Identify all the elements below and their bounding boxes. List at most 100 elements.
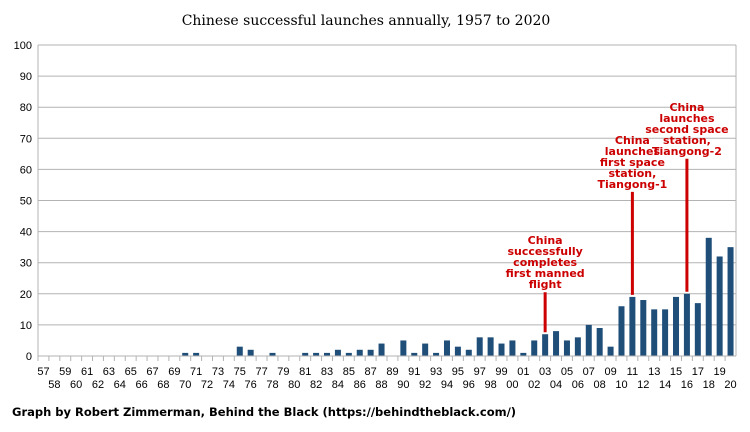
x-tick-label: 12 xyxy=(637,379,649,391)
annotation-text: Tiangong-1 xyxy=(597,178,667,191)
bar-95 xyxy=(454,346,461,356)
bar-71 xyxy=(193,352,200,356)
y-tick-label: 60 xyxy=(20,164,32,176)
x-tick-label: 19 xyxy=(714,366,726,378)
bar-75 xyxy=(236,346,243,356)
x-tick-label: 02 xyxy=(528,379,540,391)
bar-76 xyxy=(247,349,254,356)
chart-credit: Graph by Robert Zimmerman, Behind the Bl… xyxy=(12,405,517,419)
bar-98 xyxy=(487,337,494,356)
annotation-text: station, xyxy=(608,167,656,180)
bar-17 xyxy=(694,303,701,356)
x-tick-label: 09 xyxy=(604,366,616,378)
bar-11 xyxy=(629,296,636,356)
x-tick-label: 16 xyxy=(681,379,693,391)
bar-87 xyxy=(367,349,374,356)
x-tick-label: 06 xyxy=(572,379,584,391)
x-tick-label: 03 xyxy=(539,366,551,378)
x-tick-label: 91 xyxy=(408,366,420,378)
x-tick-label: 97 xyxy=(474,366,486,378)
x-tick-label: 76 xyxy=(245,379,257,391)
x-tick-label: 83 xyxy=(321,366,333,378)
x-tick-label: 94 xyxy=(441,379,453,391)
x-tick-label: 86 xyxy=(354,379,366,391)
x-tick-label: 65 xyxy=(125,366,137,378)
bar-09 xyxy=(607,346,614,356)
y-tick-label: 20 xyxy=(20,289,32,301)
x-tick-label: 77 xyxy=(255,366,267,378)
x-tick-label: 96 xyxy=(463,379,475,391)
bar-81 xyxy=(302,352,309,356)
bar-07 xyxy=(585,324,592,356)
x-tick-label: 70 xyxy=(179,379,191,391)
bar-12 xyxy=(640,300,647,356)
x-tick-label: 08 xyxy=(594,379,606,391)
y-tick-label: 80 xyxy=(20,102,32,114)
x-tick-label: 67 xyxy=(146,366,158,378)
x-tick-label: 17 xyxy=(692,366,704,378)
x-tick-label: 92 xyxy=(419,379,431,391)
grid-lines xyxy=(37,44,737,357)
x-axis: 5758596061626364656667686970717273747576… xyxy=(37,355,737,391)
annotation-text: launches xyxy=(605,145,661,158)
x-tick-label: 85 xyxy=(343,366,355,378)
bar-06 xyxy=(574,337,581,356)
y-tick-label: 0 xyxy=(26,351,32,363)
x-tick-label: 78 xyxy=(266,379,278,391)
x-tick-label: 93 xyxy=(430,366,442,378)
bar-97 xyxy=(476,337,483,356)
annotation-text: China xyxy=(669,101,704,114)
x-tick-label: 87 xyxy=(365,366,377,378)
x-tick-label: 05 xyxy=(561,366,573,378)
x-tick-label: 57 xyxy=(37,366,49,378)
x-tick-label: 98 xyxy=(484,379,496,391)
bar-86 xyxy=(356,349,363,356)
annotation-text: launches xyxy=(659,112,715,125)
chart-title: Chinese successful launches annually, 19… xyxy=(182,13,551,29)
bar-01 xyxy=(520,352,527,356)
bar-90 xyxy=(400,340,407,356)
x-tick-label: 69 xyxy=(168,366,180,378)
annotation-text: completes xyxy=(513,256,577,269)
y-tick-label: 30 xyxy=(20,258,32,270)
bar-82 xyxy=(313,352,320,356)
x-tick-label: 99 xyxy=(495,366,507,378)
x-tick-label: 61 xyxy=(81,366,93,378)
bar-00 xyxy=(509,340,516,356)
y-axis: 0 10 20 30 40 50 60 70 80 90 100 xyxy=(14,40,32,363)
x-tick-label: 73 xyxy=(212,366,224,378)
bar-04 xyxy=(553,331,560,356)
x-tick-label: 80 xyxy=(288,379,300,391)
x-tick-label: 10 xyxy=(615,379,627,391)
bar-83 xyxy=(324,352,331,356)
annotation-text: first manned xyxy=(506,267,585,280)
bar-70 xyxy=(182,352,189,356)
y-tick-label: 100 xyxy=(14,40,32,52)
x-tick-label: 11 xyxy=(627,366,638,378)
annotation-text: flight xyxy=(529,278,562,291)
x-tick-label: 72 xyxy=(201,379,213,391)
x-tick-label: 20 xyxy=(724,379,736,391)
bar-16 xyxy=(683,293,690,356)
bar-92 xyxy=(422,343,429,356)
x-tick-label: 18 xyxy=(703,379,715,391)
annotation-text: station, xyxy=(663,134,711,147)
x-tick-label: 88 xyxy=(375,379,387,391)
x-tick-label: 81 xyxy=(299,366,311,378)
bar-78 xyxy=(269,352,276,356)
bar-15 xyxy=(673,296,680,356)
x-tick-label: 58 xyxy=(48,379,60,391)
x-tick-label: 74 xyxy=(223,379,235,391)
x-tick-label: 04 xyxy=(550,379,562,391)
bar-03 xyxy=(542,334,549,356)
x-tick-label: 89 xyxy=(386,366,398,378)
bar-93 xyxy=(433,352,440,356)
x-tick-label: 82 xyxy=(310,379,322,391)
x-tick-label: 84 xyxy=(332,379,344,391)
x-tick-label: 60 xyxy=(70,379,82,391)
annotation-text: China xyxy=(528,234,563,247)
